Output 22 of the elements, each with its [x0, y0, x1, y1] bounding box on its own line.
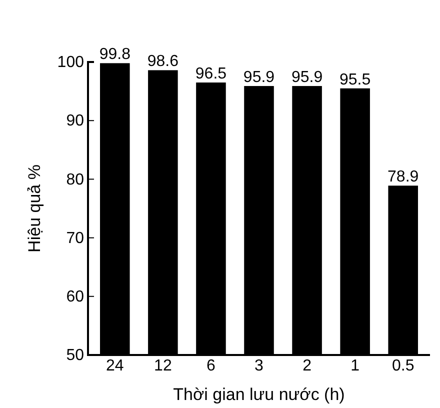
x-tick-label: 24 [106, 357, 124, 374]
data-label: 95.9 [291, 69, 323, 86]
x-tick-label: 0.5 [392, 357, 414, 374]
y-tick-label: 70 [66, 230, 84, 247]
x-tick-label: 2 [302, 357, 312, 374]
y-axis-title: Hiệu quả % [25, 164, 44, 252]
x-axis-title: Thời gian lưu nước (h) [173, 385, 345, 404]
x-tick-label: 6 [206, 357, 216, 374]
y-tick-label: 60 [66, 288, 84, 306]
data-label: 95.5 [339, 71, 371, 88]
y-tick-label: 100 [57, 54, 84, 72]
data-label: 78.9 [388, 168, 419, 186]
y-tick-label: 80 [66, 171, 84, 188]
x-tick-label: 3 [254, 357, 264, 374]
x-tick-label: 1 [350, 357, 360, 374]
x-tick-label: 12 [154, 357, 172, 374]
data-label: 95.9 [243, 69, 275, 86]
data-label: 98.6 [147, 53, 179, 70]
data-label: 99.8 [99, 46, 131, 64]
data-label: 96.5 [195, 66, 227, 83]
y-tick-label: 50 [66, 347, 84, 364]
y-tick-label: 90 [66, 112, 84, 130]
